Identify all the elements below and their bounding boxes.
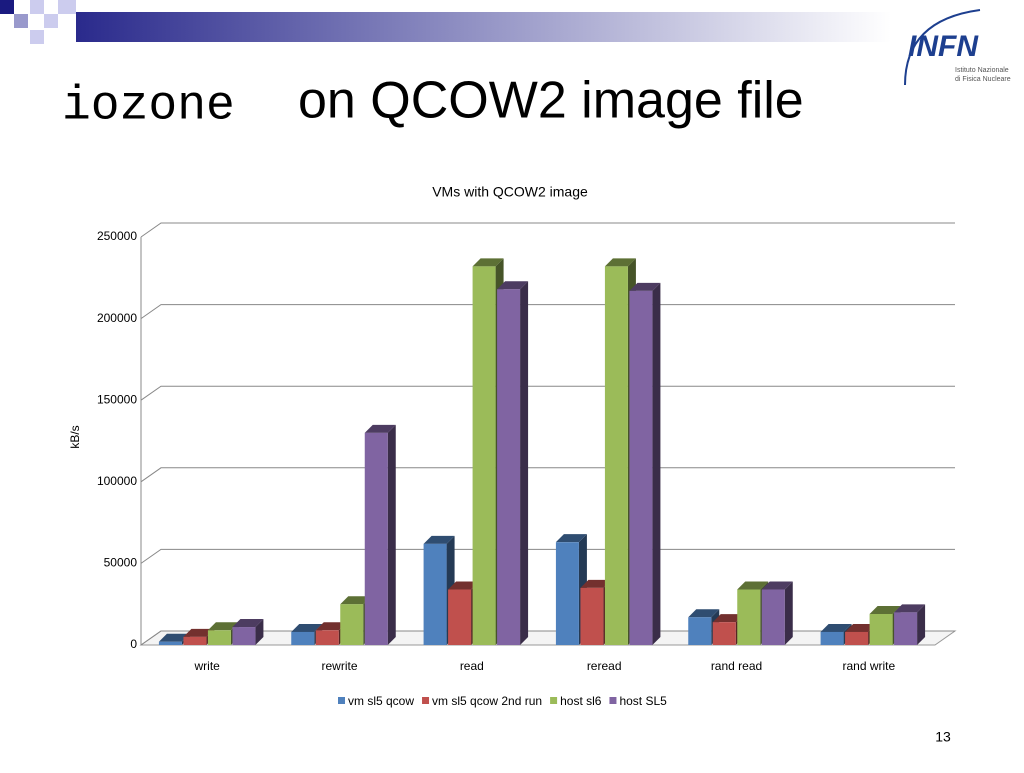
bar-top (315, 622, 347, 631)
bar (472, 266, 496, 645)
legend-label: vm sl5 qcow 2nd run (432, 694, 542, 708)
bar (423, 543, 447, 645)
logo: INFN (908, 30, 979, 63)
bar-top (604, 258, 636, 267)
bar-top (761, 581, 793, 590)
bar (712, 622, 736, 645)
bar-side (520, 281, 529, 645)
y-axis-label: kB/s (68, 425, 82, 448)
deco-square (30, 0, 44, 14)
deco-square (14, 14, 28, 28)
bar-top (737, 581, 769, 590)
bar-top (183, 628, 215, 637)
bar-side (255, 619, 264, 645)
deco-square (0, 0, 14, 14)
grid-line (140, 548, 955, 564)
bar-top (232, 619, 264, 628)
legend-swatch (422, 697, 430, 704)
plot: 0 50000 100000 150000 200000 250000 write rewri… (97, 222, 957, 708)
bar-top (158, 633, 190, 642)
deco-square (58, 0, 76, 14)
bar (845, 631, 869, 645)
legend-swatch (609, 697, 617, 704)
y-tick-label: 0 (130, 637, 137, 651)
x-tick-label: read (460, 659, 484, 673)
page-number: 13 (935, 729, 951, 745)
legend-swatch (338, 697, 345, 704)
bar-top (497, 281, 529, 290)
bar-top (423, 535, 455, 544)
bar (183, 636, 207, 645)
legend-label: host SL5 (619, 694, 667, 708)
bar (232, 627, 256, 645)
bar (629, 290, 653, 645)
bar (580, 587, 604, 645)
bar-top (340, 596, 372, 605)
bar (497, 289, 521, 645)
bar-side (387, 424, 396, 645)
slide-title: on QCOW2 image file (298, 72, 804, 130)
bar (448, 589, 472, 645)
bar-top (820, 623, 852, 632)
bar-top (688, 609, 720, 618)
bar-side (784, 581, 793, 645)
x-tick-label: rand write (842, 659, 895, 673)
grid-line (140, 304, 955, 320)
bar (207, 630, 231, 645)
bar (555, 542, 579, 645)
legend-label: host sl6 (560, 694, 602, 708)
bar-top (364, 424, 396, 433)
bar-side (652, 282, 661, 645)
bar (869, 613, 893, 645)
bar-top (291, 623, 323, 632)
bar (761, 589, 785, 645)
bar (820, 631, 844, 645)
bar (340, 604, 364, 645)
deco-square (44, 14, 58, 28)
y-tick-label: 100000 (97, 474, 137, 488)
bar-top (580, 579, 612, 588)
bar (364, 432, 388, 645)
bar-top (448, 581, 480, 590)
bar-top (712, 614, 744, 623)
bar (158, 641, 182, 645)
x-tick-label: rewrite (321, 659, 357, 673)
bar (894, 612, 918, 645)
bar-top (869, 605, 901, 614)
x-tick-label: write (193, 659, 220, 673)
bar (688, 617, 712, 645)
logo-arc (904, 9, 981, 86)
slide-title-code: iozone (62, 80, 235, 134)
bar (315, 630, 339, 645)
y-tick-label: 200000 (97, 311, 137, 325)
bar-top (207, 622, 239, 631)
bar (737, 589, 761, 645)
grid-line (140, 467, 955, 483)
header-bar (76, 12, 891, 42)
x-tick-label: rand read (711, 659, 762, 673)
logo-sub: Istituto Nazionale (955, 67, 1009, 74)
bar-side (917, 604, 926, 645)
bar-top (555, 534, 587, 543)
chart-title: VMs with QCOW2 image (432, 184, 588, 200)
y-tick-label: 150000 (97, 392, 137, 406)
bar-top (894, 604, 926, 613)
bar (291, 631, 315, 645)
grid-line (140, 385, 955, 401)
bar-top (845, 623, 877, 632)
grid-line (140, 222, 955, 238)
bar-top (472, 258, 504, 267)
bar-top (629, 282, 661, 291)
legend-swatch (550, 697, 558, 704)
logo-sub: di Fisica Nucleare (955, 76, 1011, 83)
y-tick-label: 250000 (97, 229, 137, 243)
deco-square (30, 30, 44, 44)
x-tick-label: reread (587, 659, 622, 673)
legend-label: vm sl5 qcow (348, 694, 414, 708)
bar (604, 266, 628, 645)
y-tick-label: 50000 (104, 556, 138, 570)
